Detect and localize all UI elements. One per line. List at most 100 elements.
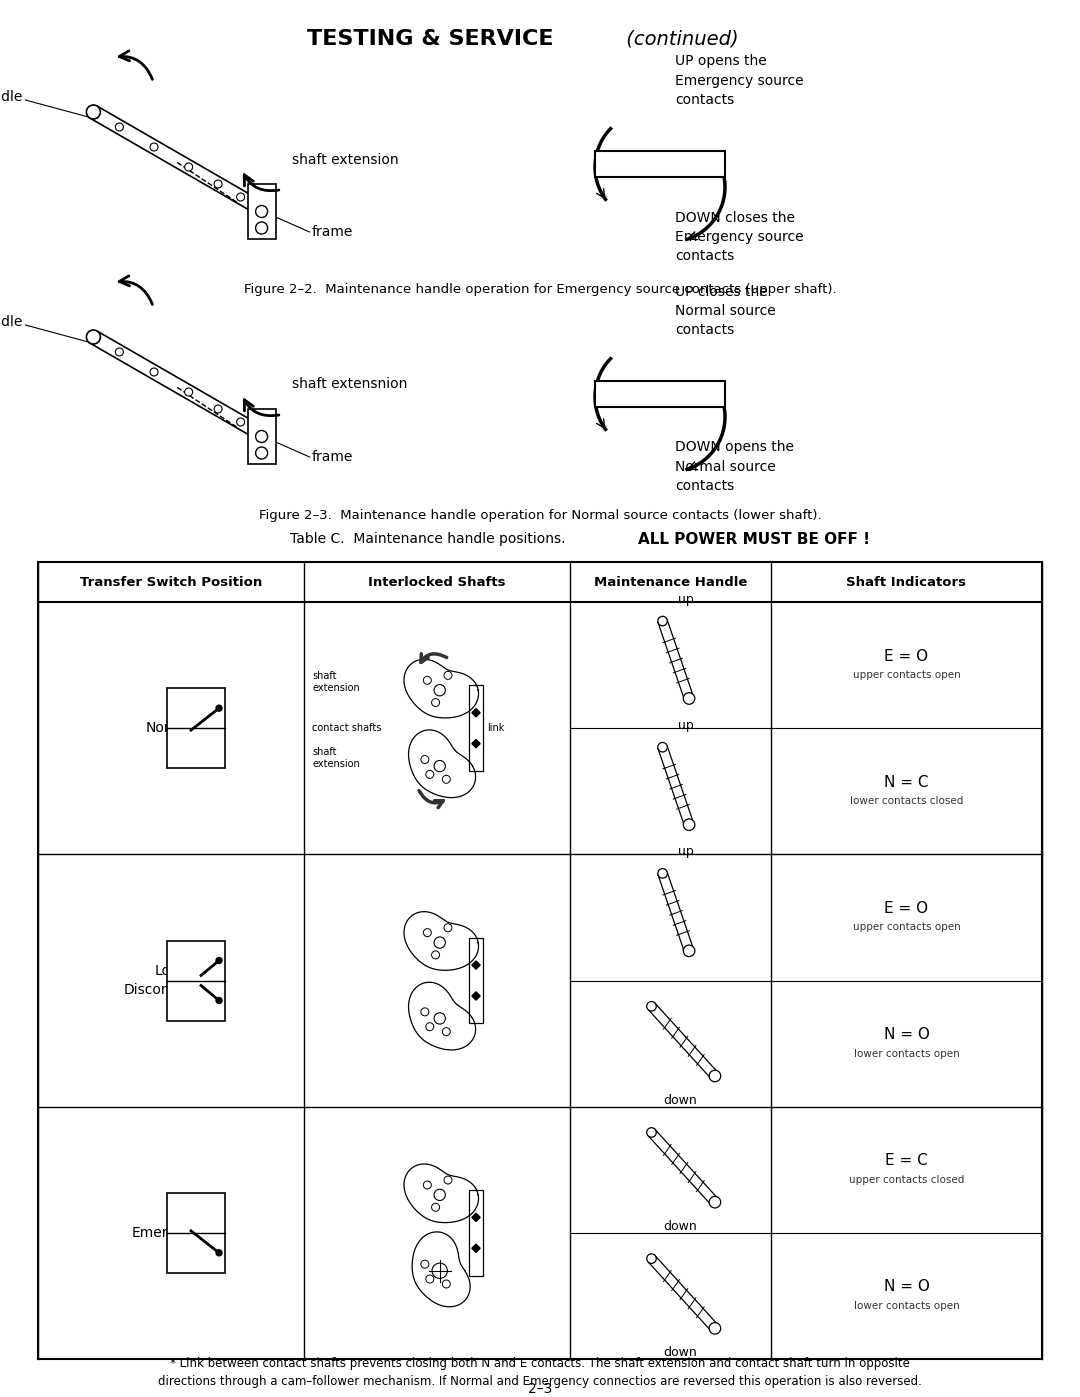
Circle shape <box>444 1176 451 1185</box>
Text: E = C: E = C <box>886 1154 928 1168</box>
Circle shape <box>647 1255 657 1263</box>
Circle shape <box>434 1189 445 1200</box>
Text: down: down <box>663 1347 698 1359</box>
Circle shape <box>150 367 158 376</box>
Bar <box>469 937 484 1024</box>
Polygon shape <box>472 961 481 970</box>
Circle shape <box>434 685 445 696</box>
Bar <box>469 1190 484 1275</box>
Circle shape <box>426 1275 434 1282</box>
Circle shape <box>658 616 667 626</box>
Circle shape <box>444 672 451 679</box>
Circle shape <box>443 775 450 784</box>
Circle shape <box>116 348 123 356</box>
Polygon shape <box>649 1129 718 1206</box>
Text: N = O: N = O <box>883 1280 930 1295</box>
Circle shape <box>443 1280 450 1288</box>
Circle shape <box>150 142 158 151</box>
Bar <box>247 408 275 464</box>
Circle shape <box>256 430 268 443</box>
Text: LOWER SHAFT: LOWER SHAFT <box>604 387 716 401</box>
Circle shape <box>185 388 192 395</box>
Text: (continued): (continued) <box>620 29 739 49</box>
Polygon shape <box>472 1245 481 1252</box>
Text: UPPER SHAFT: UPPER SHAFT <box>606 156 714 170</box>
Circle shape <box>216 997 222 1003</box>
Text: * Link between contact shafts prevents closing both N and E contacts. The shaft : * Link between contact shafts prevents c… <box>158 1358 922 1389</box>
Text: Maintenance Handle: Maintenance Handle <box>594 576 747 588</box>
Text: ALL POWER MUST BE OFF !: ALL POWER MUST BE OFF ! <box>638 531 870 546</box>
Circle shape <box>423 676 431 685</box>
Text: Load
Disconnected: Load Disconnected <box>124 964 218 997</box>
Circle shape <box>432 951 440 958</box>
Text: Figure 2–3.  Maintenance handle operation for Normal source contacts (lower shaf: Figure 2–3. Maintenance handle operation… <box>259 509 821 521</box>
Text: frame: frame <box>312 225 353 239</box>
Circle shape <box>426 770 434 778</box>
Polygon shape <box>649 1003 718 1080</box>
Polygon shape <box>404 1164 478 1222</box>
Circle shape <box>86 330 100 344</box>
Text: TESTING & SERVICE: TESTING & SERVICE <box>307 29 553 49</box>
Bar <box>469 686 484 771</box>
Circle shape <box>421 1007 429 1016</box>
Polygon shape <box>408 982 475 1051</box>
Circle shape <box>434 760 445 771</box>
Circle shape <box>684 819 694 830</box>
Polygon shape <box>649 1255 718 1333</box>
Polygon shape <box>90 106 270 218</box>
Text: upper contacts open: upper contacts open <box>852 671 960 680</box>
Text: down: down <box>663 1094 698 1106</box>
Circle shape <box>116 123 123 131</box>
Circle shape <box>432 1263 447 1278</box>
Text: N: N <box>173 742 183 754</box>
Circle shape <box>423 1180 431 1189</box>
Text: Figure 2–2.  Maintenance handle operation for Emergency source contacts (upper s: Figure 2–2. Maintenance handle operation… <box>244 282 836 296</box>
Text: upper contacts open: upper contacts open <box>852 922 960 932</box>
Bar <box>167 1193 225 1273</box>
Text: N: N <box>173 1246 183 1259</box>
Text: E = O: E = O <box>885 648 929 664</box>
Text: upper contacts closed: upper contacts closed <box>849 1175 964 1185</box>
Text: up: up <box>677 719 693 732</box>
Text: up: up <box>677 592 693 606</box>
Text: E = O: E = O <box>885 901 929 916</box>
Text: DOWN opens the
Normal source
contacts: DOWN opens the Normal source contacts <box>675 440 794 493</box>
Text: down: down <box>663 1220 698 1234</box>
Text: Transfer Switch Position: Transfer Switch Position <box>80 576 262 588</box>
Text: E: E <box>173 1207 181 1220</box>
Circle shape <box>216 957 222 964</box>
Circle shape <box>426 1023 434 1031</box>
Circle shape <box>710 1070 720 1081</box>
Bar <box>38 562 1042 1359</box>
Circle shape <box>256 222 268 235</box>
Circle shape <box>432 698 440 707</box>
Polygon shape <box>472 992 481 1000</box>
Bar <box>595 381 725 407</box>
Circle shape <box>421 1260 429 1268</box>
Text: Normal: Normal <box>146 721 197 735</box>
Circle shape <box>216 1250 222 1256</box>
Polygon shape <box>472 739 481 747</box>
Text: frame: frame <box>312 450 353 464</box>
Polygon shape <box>413 1232 470 1306</box>
Text: lower contacts open: lower contacts open <box>853 1301 959 1310</box>
Text: lower contacts open: lower contacts open <box>853 1049 959 1059</box>
Polygon shape <box>472 1213 481 1221</box>
Polygon shape <box>408 729 475 798</box>
Text: Emergency: Emergency <box>132 1225 211 1239</box>
Text: shaft extensnion: shaft extensnion <box>292 377 407 391</box>
Circle shape <box>237 418 245 426</box>
Polygon shape <box>404 659 478 718</box>
Text: shaft
extension: shaft extension <box>312 747 360 770</box>
Circle shape <box>443 1028 450 1035</box>
Circle shape <box>237 193 245 201</box>
Polygon shape <box>658 619 693 700</box>
Circle shape <box>647 1127 657 1137</box>
Text: N: N <box>173 995 183 1007</box>
Polygon shape <box>658 746 693 826</box>
Bar <box>167 940 225 1020</box>
Circle shape <box>444 923 451 932</box>
Circle shape <box>214 180 222 189</box>
Polygon shape <box>658 872 693 953</box>
Text: contact shafts: contact shafts <box>312 724 381 733</box>
